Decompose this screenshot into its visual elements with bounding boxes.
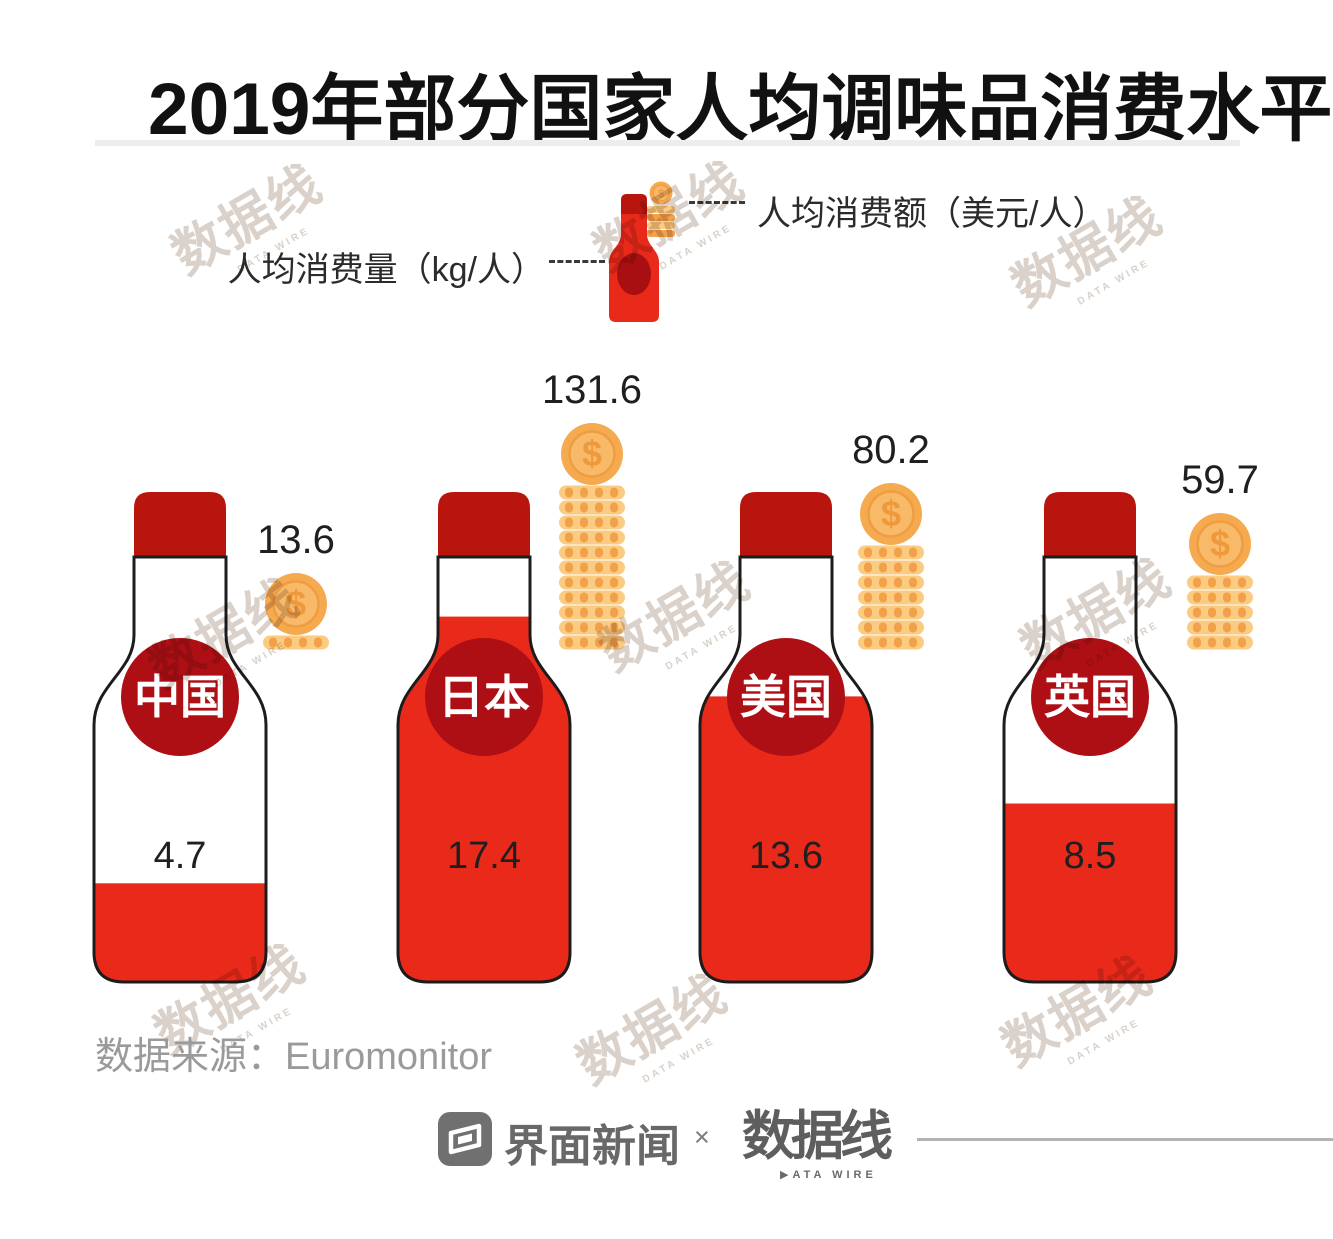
svg-text:$: $ [658, 188, 664, 200]
legend-bottle-icon [609, 194, 659, 322]
legend-quantity-label: 人均消费量（kg/人） [227, 251, 545, 289]
datawire-logo-subtext: ▶ATA WIRE [780, 1169, 877, 1181]
bottle-group-japan: 日本 17.4 [396, 492, 572, 984]
title-divider [95, 140, 1240, 146]
legend-quantity-connector [549, 260, 605, 263]
quantity-value-china: 4.7 [154, 835, 207, 877]
country-badge-usa [727, 638, 845, 756]
dollar-coin-symbol-japan: $ [582, 433, 602, 474]
country-label-uk: 英国 [1044, 671, 1136, 723]
footer-separator: × [694, 1122, 710, 1152]
money-value-japan: 131.6 [542, 368, 642, 412]
country-label-japan: 日本 [438, 671, 530, 723]
bottle-liquid-uk [1004, 803, 1176, 982]
bottle-group-usa: 美国 13.6 [698, 492, 874, 984]
country-label-china: 中国 [134, 671, 226, 723]
datawire-wire-line [917, 1138, 1333, 1141]
dollar-coin-symbol-china: $ [286, 583, 306, 624]
quantity-value-usa: 13.6 [749, 835, 823, 877]
legend-value-connector [689, 201, 745, 204]
bottle-cap-uk [1044, 492, 1136, 557]
quantity-value-uk: 8.5 [1064, 835, 1117, 877]
source-text: 数据来源：Euromonitor [95, 1036, 492, 1078]
dollar-coin-symbol-uk: $ [1210, 523, 1230, 564]
coin-stack-uk: $59.7 [1181, 458, 1259, 650]
money-value-uk: 59.7 [1181, 458, 1259, 502]
bottle-group-china: 中国 4.7 [92, 492, 268, 984]
country-badge-uk [1031, 638, 1149, 756]
quantity-value-japan: 17.4 [447, 835, 521, 877]
jiemian-logo-text: 界面新闻 [504, 1122, 680, 1171]
legend-value-label: 人均消费额（美元/人） [757, 195, 1107, 233]
bottle-cap-china [134, 492, 226, 557]
coin-stack-japan: $131.6 [542, 368, 642, 650]
money-value-china: 13.6 [257, 518, 335, 562]
coin-stack-usa: $80.2 [852, 428, 930, 650]
bottle-liquid-china [94, 883, 266, 982]
money-value-usa: 80.2 [852, 428, 930, 472]
country-badge-japan [425, 638, 543, 756]
legend-coin-icon: $ [647, 181, 675, 237]
datawire-logo-text: 数据线 [742, 1107, 893, 1166]
bottle-cap-usa [740, 492, 832, 557]
bottle-group-uk: 英国 8.5 [1002, 492, 1178, 984]
coin-stack-china: $13.6 [257, 518, 335, 650]
bottle-cap-japan [438, 492, 530, 557]
jiemian-logo-icon [438, 1112, 492, 1166]
dollar-coin-symbol-usa: $ [881, 493, 901, 534]
page-title: 2019年部分国家人均调味品消费水平 [148, 69, 1333, 150]
country-label-usa: 美国 [740, 671, 832, 723]
country-badge-china [121, 638, 239, 756]
